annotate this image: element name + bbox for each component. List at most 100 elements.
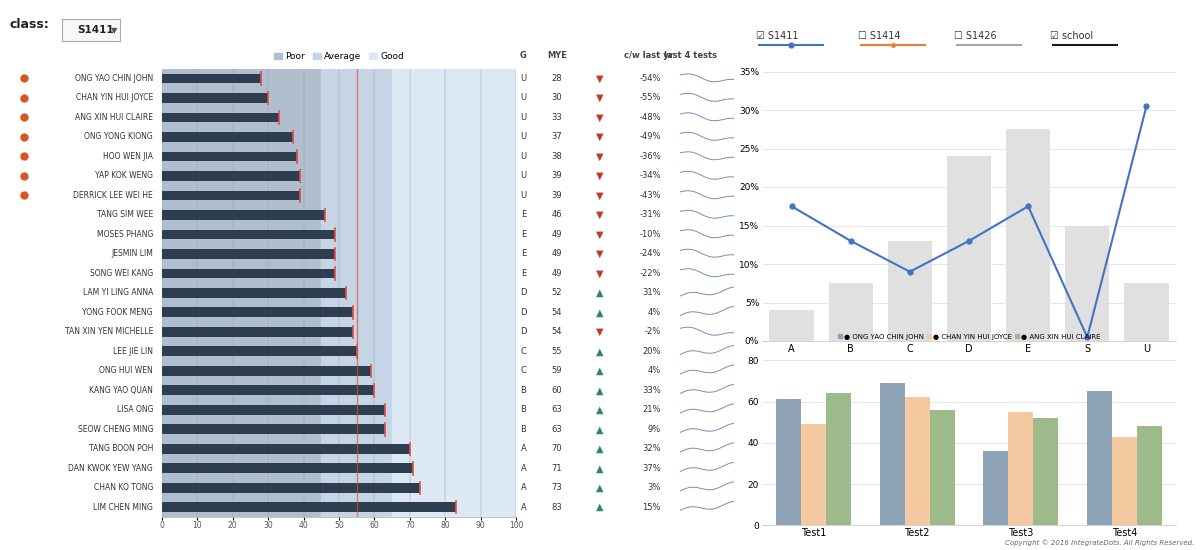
Text: MYE: MYE (547, 51, 566, 60)
Text: -43%: -43% (640, 191, 661, 200)
Text: ▲: ▲ (596, 366, 604, 376)
Text: 54: 54 (552, 327, 562, 337)
Text: SONG WEI KANG: SONG WEI KANG (90, 269, 154, 278)
Bar (162, 386, 374, 395)
Text: -10%: -10% (640, 230, 661, 239)
Text: ▼: ▼ (596, 210, 604, 220)
Text: 20%: 20% (642, 347, 661, 356)
Text: 60: 60 (552, 386, 563, 395)
Bar (162, 152, 296, 161)
Text: ▲: ▲ (596, 444, 604, 454)
Text: -2%: -2% (644, 327, 661, 337)
Text: U: U (521, 152, 527, 161)
Text: CHAN KO TONG: CHAN KO TONG (94, 483, 154, 492)
Text: D: D (520, 308, 527, 317)
Text: 30: 30 (552, 94, 563, 102)
Text: 73: 73 (552, 483, 563, 492)
Bar (162, 249, 336, 258)
Text: 52: 52 (552, 288, 562, 298)
Text: CHAN YIN HUI JOYCE: CHAN YIN HUI JOYCE (76, 94, 154, 102)
Text: ▼: ▼ (596, 93, 604, 103)
Text: D: D (520, 327, 527, 337)
Bar (162, 113, 278, 122)
Text: 9%: 9% (648, 425, 661, 434)
Text: -22%: -22% (640, 269, 661, 278)
Text: TANG SIM WEE: TANG SIM WEE (97, 211, 154, 219)
Text: TANG BOON POH: TANG BOON POH (89, 444, 154, 453)
Bar (162, 210, 325, 220)
Text: YONG FOOK MENG: YONG FOOK MENG (83, 308, 154, 317)
Text: ▼: ▼ (596, 151, 604, 162)
Text: 31%: 31% (642, 288, 661, 298)
Text: last 4 tests: last 4 tests (665, 51, 718, 60)
Text: S1411: S1411 (77, 25, 114, 35)
Text: A: A (521, 503, 527, 512)
Text: ▼: ▼ (596, 268, 604, 278)
Bar (162, 288, 346, 298)
Text: 39: 39 (552, 172, 563, 180)
Text: LEE JIE LIN: LEE JIE LIN (113, 347, 154, 356)
Bar (162, 405, 385, 415)
Text: G: G (520, 51, 527, 60)
Text: ONG YONG KIONG: ONG YONG KIONG (84, 133, 154, 141)
Text: 3%: 3% (648, 483, 661, 492)
Bar (984, 451, 1008, 525)
Text: JESMIN LIM: JESMIN LIM (112, 249, 154, 258)
Text: 70: 70 (552, 444, 563, 453)
Text: ▼: ▼ (596, 132, 604, 142)
Text: ☑ S1411: ☑ S1411 (756, 31, 798, 41)
Text: -54%: -54% (640, 74, 661, 83)
Bar (162, 190, 300, 200)
Text: 4%: 4% (648, 366, 661, 375)
Text: c/w last yr: c/w last yr (624, 51, 672, 60)
Bar (162, 74, 262, 84)
Text: 37: 37 (552, 133, 563, 141)
Text: 55: 55 (552, 347, 562, 356)
Text: -49%: -49% (640, 133, 661, 141)
Bar (888, 241, 932, 341)
Text: 4%: 4% (648, 308, 661, 317)
Text: 32%: 32% (642, 444, 661, 453)
Text: E: E (521, 211, 526, 219)
Text: LIM CHEN MING: LIM CHEN MING (94, 503, 154, 512)
Bar (930, 410, 954, 525)
Text: ANG XIN HUI CLAIRE: ANG XIN HUI CLAIRE (76, 113, 154, 122)
Bar (776, 399, 802, 525)
Text: ONG HUI WEN: ONG HUI WEN (100, 366, 154, 375)
Text: Copyright © 2016 IntegrateDots. All Rights Reserved.: Copyright © 2016 IntegrateDots. All Righ… (1004, 539, 1194, 546)
Text: KANG YAO QUAN: KANG YAO QUAN (89, 386, 154, 395)
Bar (1033, 418, 1058, 525)
Bar (880, 383, 905, 525)
Text: ☐ S1414: ☐ S1414 (858, 31, 900, 41)
Bar (162, 444, 410, 454)
Bar (162, 93, 269, 103)
Text: 63: 63 (552, 425, 563, 434)
Text: 49: 49 (552, 269, 562, 278)
Text: ☐ S1426: ☐ S1426 (954, 31, 997, 41)
Text: -36%: -36% (640, 152, 661, 161)
Bar (392, 69, 516, 517)
Text: B: B (521, 405, 527, 414)
Text: LAM YI LING ANNA: LAM YI LING ANNA (83, 288, 154, 298)
Text: ▼: ▼ (596, 112, 604, 123)
Text: ▲: ▲ (596, 386, 604, 395)
Text: TAN XIN YEN MICHELLE: TAN XIN YEN MICHELLE (65, 327, 154, 337)
Bar (1087, 391, 1112, 525)
Text: ▼: ▼ (110, 26, 118, 35)
Text: U: U (521, 172, 527, 180)
Text: 71: 71 (552, 464, 563, 473)
Text: B: B (521, 386, 527, 395)
Bar (828, 283, 872, 341)
Text: ▼: ▼ (596, 190, 604, 200)
Text: YAP KOK WENG: YAP KOK WENG (95, 172, 154, 180)
Text: U: U (521, 191, 527, 200)
Text: C: C (521, 366, 527, 375)
Bar (162, 502, 456, 512)
Text: -31%: -31% (640, 211, 661, 219)
Text: 15%: 15% (642, 503, 661, 512)
Bar (1008, 412, 1033, 525)
Text: ▼: ▼ (596, 249, 604, 259)
Bar (947, 156, 991, 341)
Bar (769, 310, 814, 341)
Text: ▼: ▼ (596, 229, 604, 239)
